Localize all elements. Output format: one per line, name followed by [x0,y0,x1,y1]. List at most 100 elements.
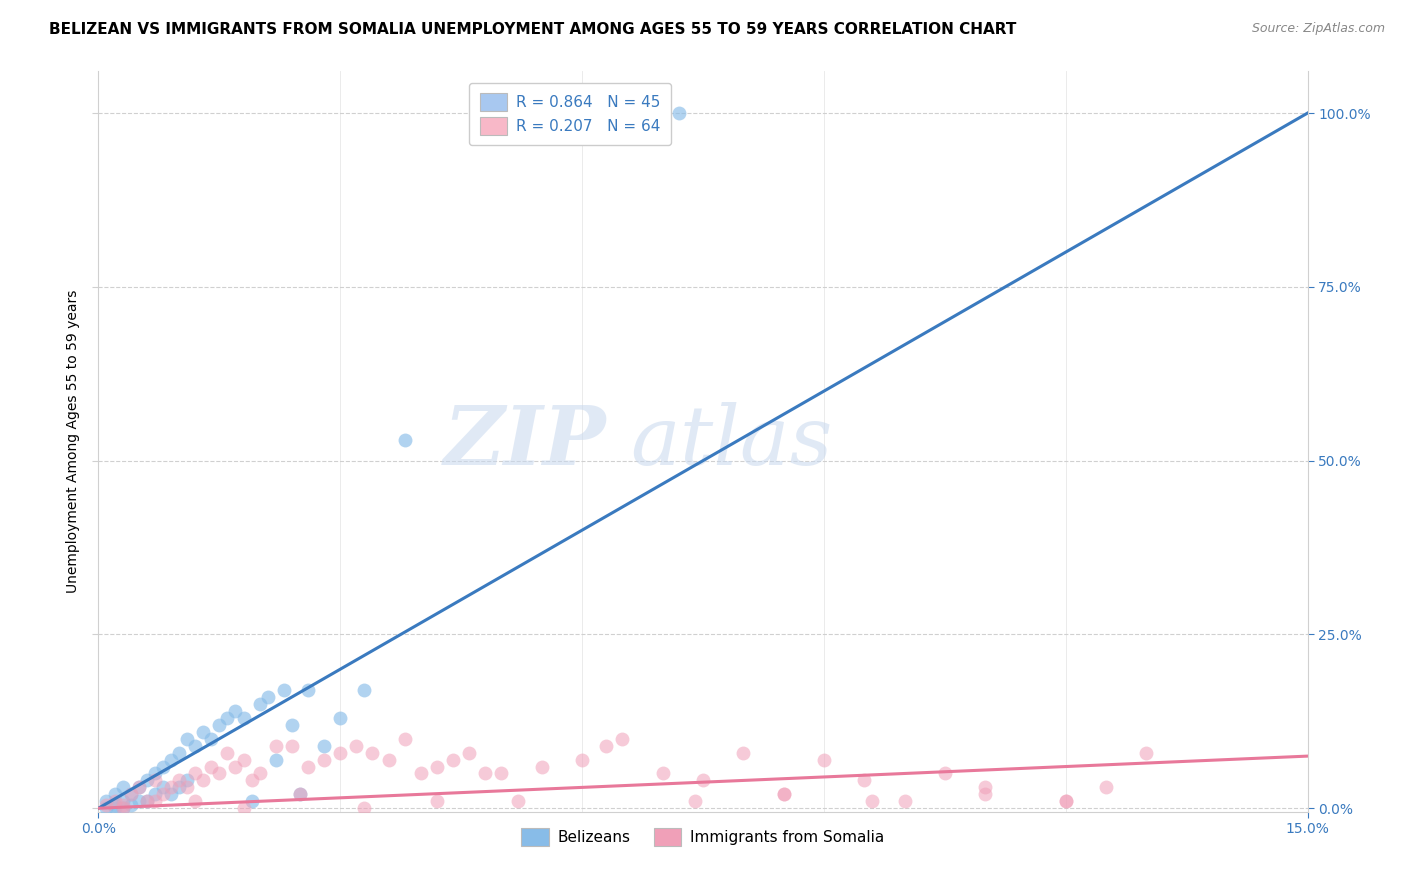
Point [772,788,794,802]
Point [217,711,239,725]
Point [692,773,714,788]
Point [160,753,183,767]
Point [329,711,352,725]
Point [152,788,174,802]
Point [1135,746,1157,760]
Point [329,746,352,760]
Point [193,724,215,739]
Text: ZIP: ZIP [444,401,606,482]
Point [143,794,166,808]
Point [240,794,263,808]
Point [232,801,254,815]
Point [143,766,166,780]
Point [232,711,254,725]
Point [314,739,336,753]
Point [96,797,118,812]
Legend: Belizeans, Immigrants from Somalia: Belizeans, Immigrants from Somalia [515,822,891,852]
Point [111,794,134,808]
Point [167,780,190,795]
Point [111,797,134,812]
Point [281,718,304,732]
Point [232,753,254,767]
Point [612,106,634,120]
Point [441,753,464,767]
Point [772,788,794,802]
Point [314,753,336,767]
Point [1095,780,1118,795]
Text: atlas: atlas [630,401,832,482]
Point [200,759,222,773]
Point [135,794,157,808]
Point [974,788,997,802]
Point [612,731,634,746]
Point [853,773,876,788]
Point [377,753,399,767]
Point [353,683,375,698]
Point [120,797,142,812]
Point [103,788,125,802]
Point [813,753,835,767]
Point [571,753,593,767]
Point [103,801,125,815]
Point [273,683,295,698]
Point [111,780,134,795]
Point [651,766,673,780]
Point [143,773,166,788]
Point [176,780,198,795]
Point [394,433,416,447]
Point [193,773,215,788]
Point [208,718,231,732]
Point [96,794,118,808]
Point [224,759,246,773]
Point [152,759,174,773]
Point [120,788,142,802]
Point [683,794,706,808]
Point [217,746,239,760]
Point [128,794,150,808]
Point [167,773,190,788]
Point [176,773,198,788]
Point [297,683,319,698]
Point [249,766,271,780]
Point [120,788,142,802]
Point [160,780,183,795]
Point [184,739,207,753]
Point [128,780,150,795]
Point [458,746,481,760]
Point [103,797,125,812]
Point [264,753,287,767]
Text: Source: ZipAtlas.com: Source: ZipAtlas.com [1251,22,1385,36]
Point [264,739,287,753]
Point [256,690,278,704]
Point [200,731,222,746]
Point [128,780,150,795]
Point [426,794,449,808]
Point [281,739,304,753]
Point [1054,794,1077,808]
Point [506,794,529,808]
Point [394,731,416,746]
Point [249,697,271,711]
Point [733,746,755,760]
Point [668,106,690,120]
Point [152,780,174,795]
Point [934,766,956,780]
Point [409,766,432,780]
Point [893,794,915,808]
Point [103,794,125,808]
Point [530,759,553,773]
Point [288,788,311,802]
Point [595,739,617,753]
Text: BELIZEAN VS IMMIGRANTS FROM SOMALIA UNEMPLOYMENT AMONG AGES 55 TO 59 YEARS CORRE: BELIZEAN VS IMMIGRANTS FROM SOMALIA UNEM… [49,22,1017,37]
Point [96,801,118,815]
Point [974,780,997,795]
Point [111,801,134,815]
Point [111,801,134,815]
Point [240,773,263,788]
Point [344,739,367,753]
Point [184,766,207,780]
Point [1054,794,1077,808]
Point [353,801,375,815]
Point [474,766,496,780]
Point [135,794,157,808]
